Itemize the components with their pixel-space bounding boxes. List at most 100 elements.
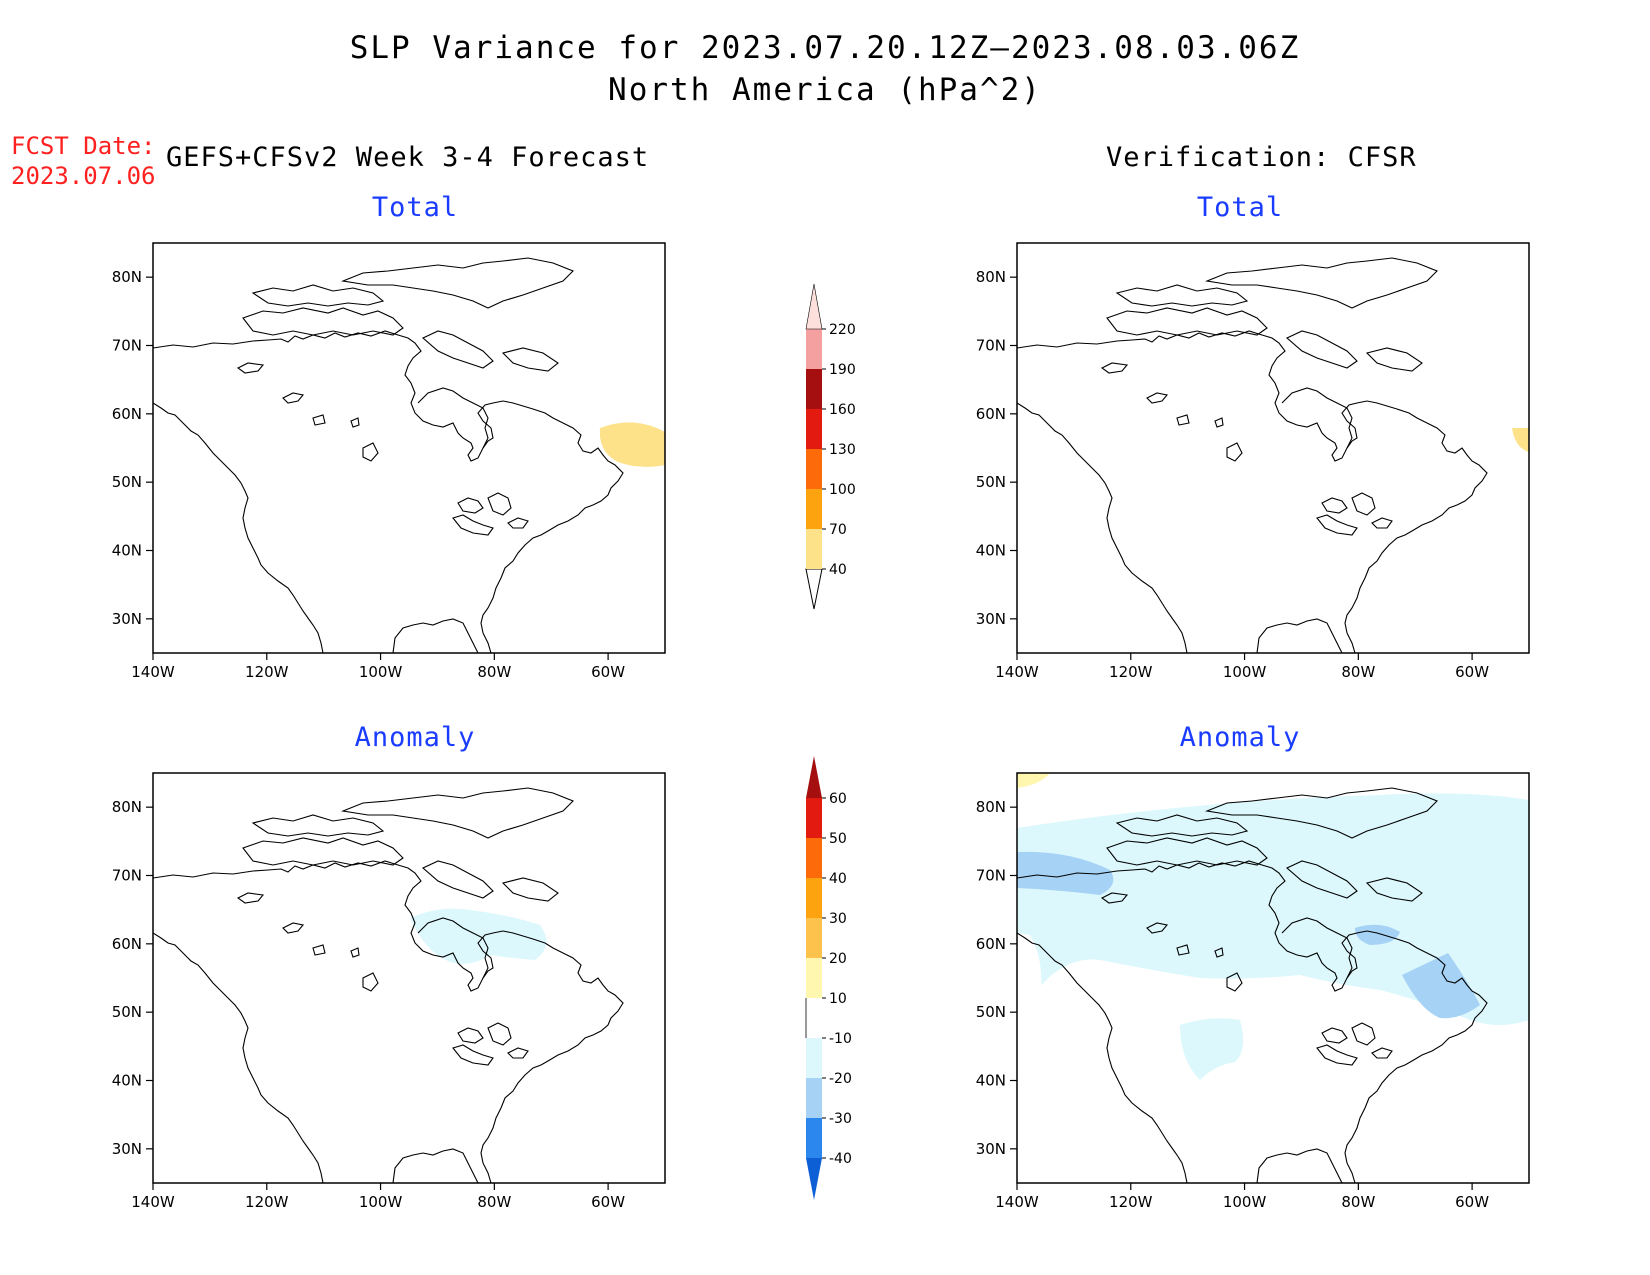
anomaly-region xyxy=(410,908,547,964)
lat-tick-label: 30N xyxy=(976,610,1006,628)
variance-region xyxy=(599,422,665,467)
lat-tick-label: 50N xyxy=(976,1003,1006,1021)
lat-tick-label: 80N xyxy=(976,268,1006,286)
lon-tick-label: 60W xyxy=(1455,1193,1489,1211)
lon-tick-label: 120W xyxy=(1109,663,1153,681)
fcst-date-label: FCST Date: xyxy=(11,132,156,160)
lat-tick-label: 60N xyxy=(976,405,1006,423)
lat-tick-label: 70N xyxy=(976,867,1006,885)
forecast-subtitle: GEFS+CFSv2 Week 3-4 Forecast xyxy=(166,142,650,173)
lat-tick-label: 50N xyxy=(112,473,142,491)
colorbar-swatch xyxy=(806,1038,822,1078)
colorbar-label: -30 xyxy=(829,1111,852,1127)
colorbar-label: 60 xyxy=(829,791,847,807)
lat-tick-label: 70N xyxy=(112,337,142,355)
lon-tick-label: 60W xyxy=(591,1193,625,1211)
lon-tick-label: 140W xyxy=(995,663,1039,681)
lat-tick-label: 80N xyxy=(112,268,142,286)
lat-tick-label: 30N xyxy=(976,1140,1006,1158)
verification-subtitle: Verification: CFSR xyxy=(1106,142,1417,173)
colorbar-label: 30 xyxy=(829,911,847,927)
total-colorbar: 40 70 100 130 160 190 220 xyxy=(805,283,856,610)
colorbar-label: 40 xyxy=(829,871,847,887)
colorbar-swatch xyxy=(806,409,822,449)
colorbar-label: 50 xyxy=(829,831,847,847)
colorbar-label: 70 xyxy=(829,522,847,538)
lon-tick-label: 140W xyxy=(995,1193,1039,1211)
anomaly-colorbar: -40 -30 -20 -10 10 20 30 40 50 60 xyxy=(805,756,852,1200)
lon-tick-label: 140W xyxy=(131,1193,175,1211)
colorbar-label: 40 xyxy=(829,562,847,578)
colorbar-swatch xyxy=(806,998,822,1038)
colorbar-swatch xyxy=(806,329,822,369)
fcst-anomaly-title: Anomaly xyxy=(354,722,476,753)
lat-tick-label: 60N xyxy=(976,935,1006,953)
colorbar-label: -40 xyxy=(829,1151,852,1167)
colorbar-label: 190 xyxy=(829,362,856,378)
map-frame xyxy=(1016,772,1530,1184)
lon-tick-label: 60W xyxy=(591,663,625,681)
colorbar-swatch xyxy=(806,918,822,958)
colorbar-swatch xyxy=(806,798,822,838)
lat-tick-label: 70N xyxy=(976,337,1006,355)
colorbar-label: 160 xyxy=(829,402,856,418)
lat-tick-label: 30N xyxy=(112,1140,142,1158)
colorbar-swatch xyxy=(806,838,822,878)
anomaly-region-moderate xyxy=(1017,851,1114,895)
lon-tick-label: 100W xyxy=(359,1193,403,1211)
fcst-total-title: Total xyxy=(371,192,459,223)
colorbar-swatch xyxy=(806,1118,822,1158)
colorbar-label: 130 xyxy=(829,442,856,458)
colorbar-swatch xyxy=(806,958,822,998)
map-frame xyxy=(1016,242,1530,654)
lon-tick-label: 60W xyxy=(1455,663,1489,681)
colorbar-label: 20 xyxy=(829,951,847,967)
verif-total-title: Total xyxy=(1196,192,1284,223)
colorbar-swatch xyxy=(806,1078,822,1118)
lat-tick-label: 50N xyxy=(976,473,1006,491)
map-frame xyxy=(152,242,666,654)
lon-tick-label: 120W xyxy=(245,663,289,681)
colorbar-swatch xyxy=(806,756,822,798)
lon-tick-label: 100W xyxy=(1223,1193,1267,1211)
lat-tick-label: 80N xyxy=(112,798,142,816)
main-subtitle: North America (hPa^2) xyxy=(608,72,1042,108)
colorbar-swatch xyxy=(806,1158,822,1200)
lat-tick-label: 50N xyxy=(112,1003,142,1021)
lat-tick-label: 60N xyxy=(112,405,142,423)
anomaly-region-weak xyxy=(1017,793,1529,1025)
lon-tick-label: 80W xyxy=(477,663,511,681)
lat-tick-label: 30N xyxy=(112,610,142,628)
fcst-date-value: 2023.07.06 xyxy=(11,162,156,190)
lat-tick-label: 60N xyxy=(112,935,142,953)
lon-tick-label: 80W xyxy=(1341,1193,1375,1211)
colorbar-swatch xyxy=(805,283,823,330)
map-frame xyxy=(152,772,666,1184)
lat-tick-label: 70N xyxy=(112,867,142,885)
lon-tick-label: 80W xyxy=(477,1193,511,1211)
lon-tick-label: 80W xyxy=(1341,663,1375,681)
lat-tick-label: 40N xyxy=(976,1072,1006,1090)
lat-tick-label: 80N xyxy=(976,798,1006,816)
lon-tick-label: 140W xyxy=(131,663,175,681)
colorbar-label: 220 xyxy=(829,322,856,338)
main-title: SLP Variance for 2023.07.20.12Z—2023.08.… xyxy=(349,30,1301,66)
lon-tick-label: 100W xyxy=(1223,663,1267,681)
variance-region xyxy=(1512,428,1529,452)
lon-tick-label: 100W xyxy=(359,663,403,681)
lat-tick-label: 40N xyxy=(976,542,1006,560)
colorbar-swatch xyxy=(806,529,822,569)
colorbar-label: 10 xyxy=(829,991,847,1007)
lat-tick-label: 40N xyxy=(112,1072,142,1090)
lon-tick-label: 120W xyxy=(245,1193,289,1211)
colorbar-swatch xyxy=(806,878,822,918)
lon-tick-label: 120W xyxy=(1109,1193,1153,1211)
verif-anomaly-title: Anomaly xyxy=(1179,722,1301,753)
colorbar-swatch xyxy=(806,449,822,489)
lat-tick-label: 40N xyxy=(112,542,142,560)
colorbar-label: -20 xyxy=(829,1071,852,1087)
colorbar-label: -10 xyxy=(829,1031,852,1047)
colorbar-swatch xyxy=(806,369,822,409)
